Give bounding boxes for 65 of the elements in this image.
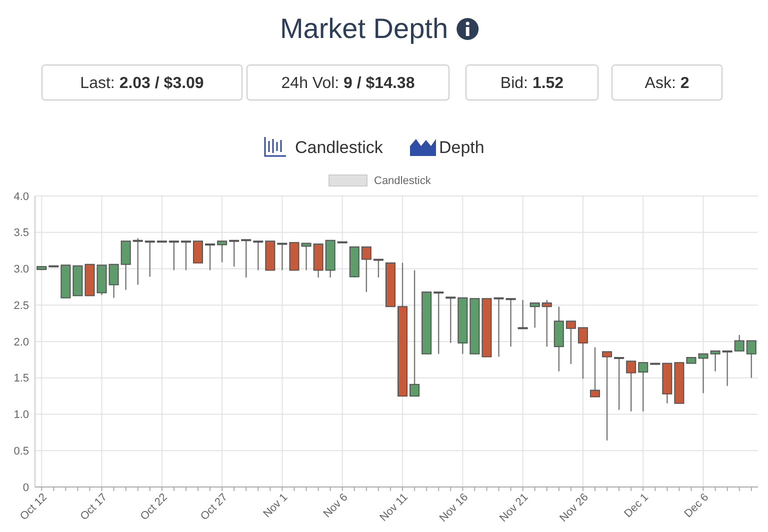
candlestick [626,360,636,412]
candlestick [602,351,612,442]
candlestick [205,243,216,271]
x-tick-label: Nov 16 [437,491,471,524]
candlestick [446,296,456,344]
text: Candlestick [295,138,384,157]
candlestick [638,362,648,412]
candlestick [144,240,155,278]
candlestick [578,327,588,380]
candlestick [434,291,444,354]
x-tick-label: Nov 21 [498,491,531,524]
x-tick-label: Dec 6 [682,491,712,520]
y-tick-label: 3.0 [14,264,29,276]
candlestick [373,258,384,278]
x-tick-label: Oct 22 [138,491,170,523]
y-tick-label: 0 [22,482,29,494]
candlestick [542,299,552,348]
x-tick-label: Nov 1 [261,491,290,520]
candlestick [229,240,240,268]
candlestick [192,240,204,264]
x-tick-label: Oct 17 [78,491,110,523]
text: Depth [439,138,484,157]
candlestick [734,334,744,352]
candlestick [710,350,720,372]
candlestick [253,240,264,271]
candlestick [566,320,576,365]
y-tick-label: 2.5 [14,300,29,312]
text: 24h Vol: 9 / $14.38 [281,75,415,92]
text: Bid: 1.52 [500,75,564,92]
candlestick [746,340,756,378]
candlestick [698,353,708,394]
candlestick [217,240,228,263]
candlestick [241,239,252,278]
candlestick [590,346,600,398]
x-tick-label: Nov 6 [321,491,350,520]
candlestick [180,240,191,271]
x-tick-label: Oct 12 [18,491,50,523]
candlestick [410,270,420,397]
y-tick-label: 1.0 [14,409,29,422]
candlestick [132,238,143,286]
y-tick-label: 3.5 [14,227,29,240]
x-tick-label: Dec 1 [622,491,651,520]
x-tick-label: Nov 26 [558,491,591,524]
x-tick-label: Oct 27 [198,491,230,523]
chart-title: Market Depth [280,13,448,44]
y-tick-label: 1.5 [14,372,29,385]
candlestick [506,298,516,348]
candlestick [301,242,312,271]
text: Ask: 2 [644,75,690,92]
y-tick-label: 0.5 [14,445,29,458]
y-tick-label: 2.0 [14,336,29,348]
candlestick [361,246,372,293]
candlestick [277,242,288,271]
candlestick [120,240,131,290]
candlestick [168,240,179,271]
candlestick [530,302,540,328]
text: Last: 2.03 / $3.09 [80,75,204,92]
candlestick [108,264,119,298]
candlestick [494,297,504,358]
x-tick-label: Nov 11 [378,491,410,524]
candlestick [614,356,624,410]
candlestick [518,299,528,330]
text: Candlestick [374,175,432,187]
candlestick [722,350,732,386]
y-tick-label: 4.0 [14,190,29,203]
